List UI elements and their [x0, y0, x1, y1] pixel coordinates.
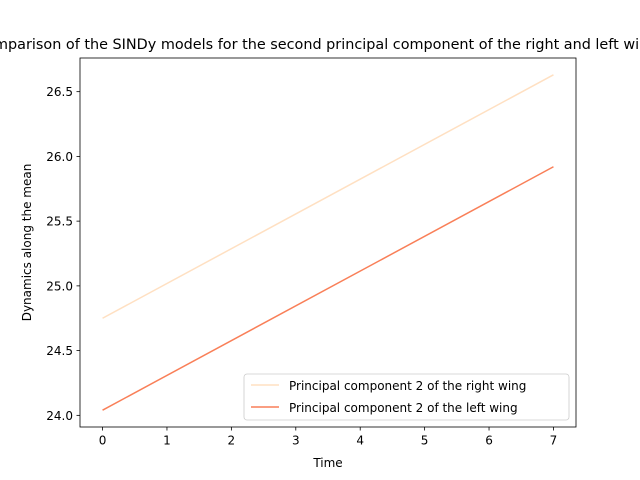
legend: Principal component 2 of the right wing …: [243, 373, 570, 421]
legend-label-left-wing: Principal component 2 of the left wing: [289, 401, 518, 415]
plot-area: [80, 58, 576, 427]
x-tick-label: 6: [485, 434, 493, 448]
y-tick-label: 24.5: [46, 344, 73, 358]
y-tick-label: 26.0: [46, 150, 73, 164]
legend-box: [243, 373, 570, 421]
x-axis-label: Time: [312, 456, 342, 470]
x-tick-label: 7: [550, 434, 558, 448]
series-line-left-wing: [102, 166, 554, 411]
legend-label-right-wing: Principal component 2 of the right wing: [289, 379, 526, 393]
x-tick-label: 5: [421, 434, 429, 448]
x-tick-label: 2: [228, 434, 236, 448]
y-tick-label: 24.0: [46, 409, 73, 423]
x-tick-label: 1: [163, 434, 171, 448]
y-tick-label: 25.5: [46, 215, 73, 229]
x-axis-ticks: 0 1 2 3 4 5 6 7: [99, 427, 558, 448]
axes-frame: [79, 57, 577, 428]
y-tick-label: 26.5: [46, 85, 73, 99]
y-axis-label: Dynamics along the mean: [20, 164, 34, 322]
series-lines: [102, 74, 554, 411]
series-line-right-wing: [102, 74, 554, 319]
x-tick-label: 0: [99, 434, 107, 448]
chart-title: Comparison of the SINDy models for the s…: [0, 37, 640, 53]
x-tick-label: 4: [356, 434, 364, 448]
y-axis-ticks: 24.0 24.5 25.0 25.5 26.0 26.5: [46, 85, 80, 423]
plot-background: [80, 58, 576, 427]
y-tick-label: 25.0: [46, 279, 73, 293]
x-tick-label: 3: [292, 434, 300, 448]
